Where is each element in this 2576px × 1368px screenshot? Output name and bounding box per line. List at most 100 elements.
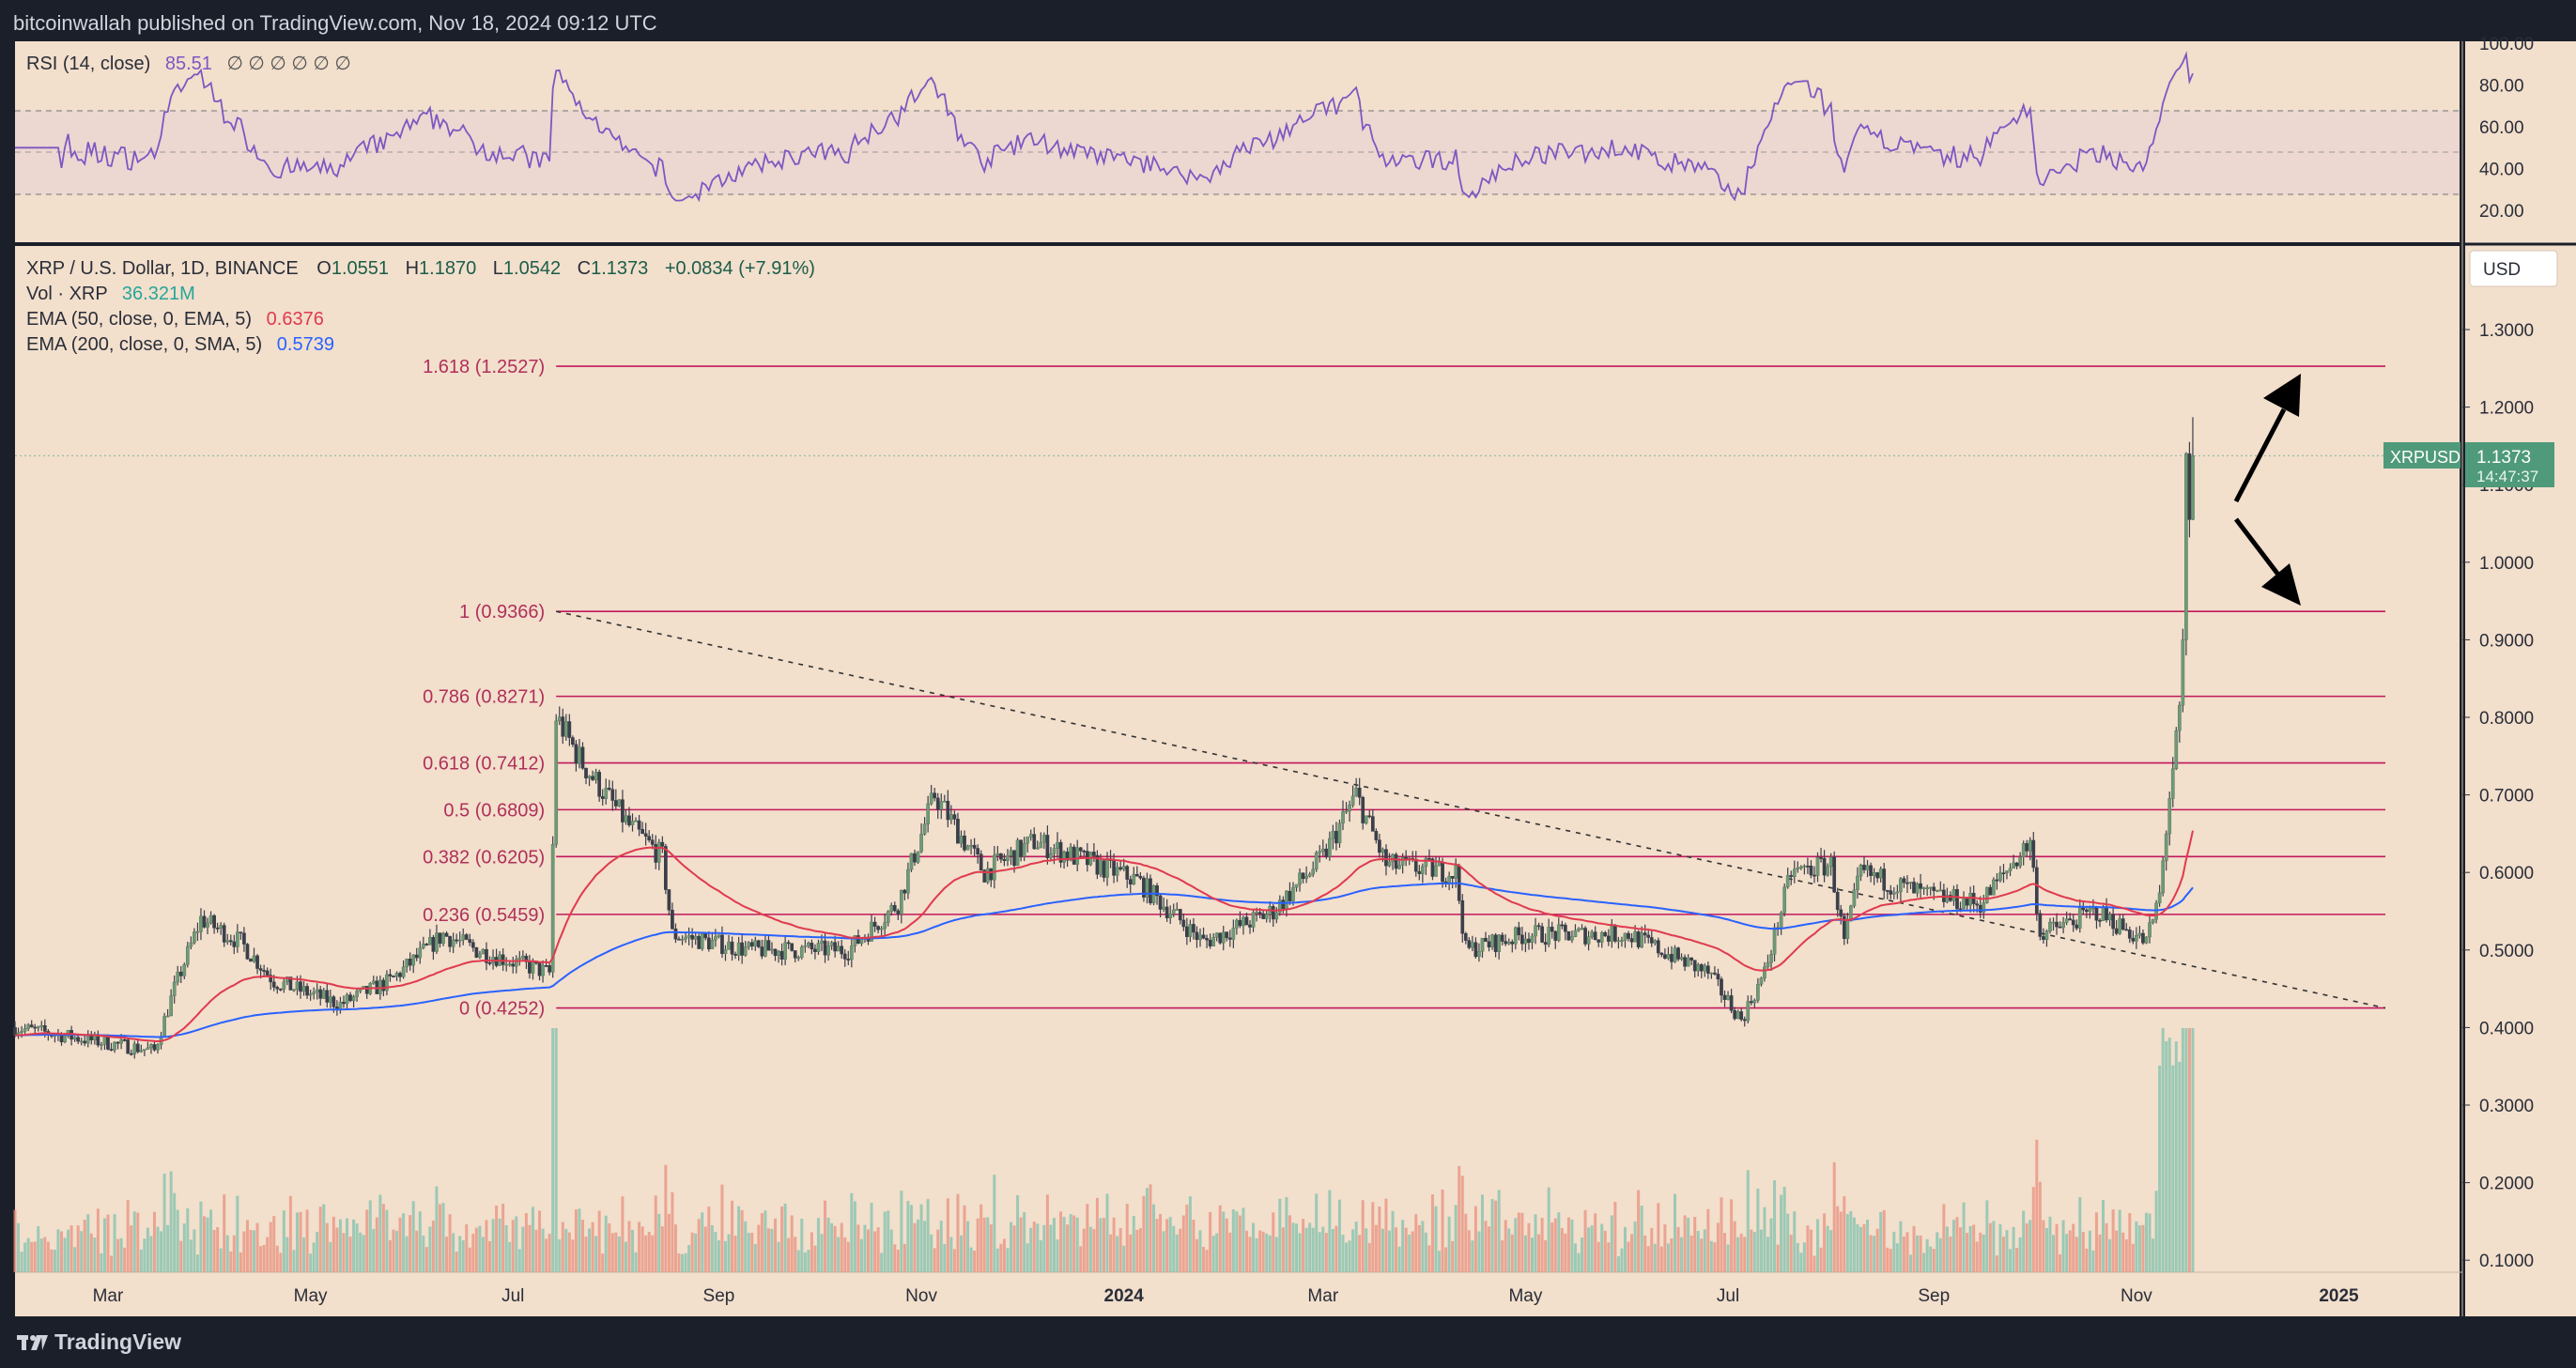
candle-body xyxy=(2038,913,2043,937)
candle-body xyxy=(723,949,728,954)
volume-bar xyxy=(2161,1028,2165,1272)
volume-bar xyxy=(269,1222,272,1272)
volume-bar xyxy=(1045,1194,1049,1272)
tradingview-logo[interactable]: TradingView xyxy=(17,1330,181,1355)
candle-body xyxy=(1510,941,1515,945)
price-axis-ticks: 1.30001.20001.10001.00000.90000.80000.70… xyxy=(2462,321,2534,1271)
volume-bar xyxy=(707,1207,711,1272)
candle-body xyxy=(1815,857,1820,876)
candle-body xyxy=(2161,860,2166,894)
candle-body xyxy=(1324,848,1329,857)
candle-body xyxy=(1277,899,1282,914)
volume-bar xyxy=(1826,1225,1829,1272)
volume-bar xyxy=(528,1224,532,1272)
candle-body xyxy=(2184,453,2188,640)
projection-arrow-down[interactable] xyxy=(2234,517,2301,606)
volume-bar xyxy=(83,1219,86,1272)
volume-bar xyxy=(1925,1238,1929,1272)
candle-body xyxy=(1653,940,1658,944)
volume-bar xyxy=(2091,1250,2095,1272)
candle-body xyxy=(388,974,393,976)
candle-body xyxy=(342,1001,346,1005)
candle-body xyxy=(1337,822,1342,844)
volume-bar xyxy=(1908,1254,1912,1272)
candle-body xyxy=(1859,865,1863,877)
candle-body xyxy=(332,996,336,1007)
candle-body xyxy=(1367,815,1372,818)
volume-bar xyxy=(833,1225,837,1272)
volume-bar xyxy=(1743,1237,1747,1272)
volume-bar xyxy=(422,1235,425,1272)
candle-body xyxy=(1205,938,1209,941)
candle-body xyxy=(398,973,402,977)
candle-body xyxy=(1679,957,1684,960)
candle-body xyxy=(2001,872,2006,875)
candle-body xyxy=(1742,1019,1747,1022)
candle-body xyxy=(2144,936,2149,944)
volume-bar xyxy=(956,1193,960,1272)
legend-main: XRP / U.S. Dollar, 1D, BINANCE O1.0551 H… xyxy=(26,258,815,279)
volume-bar xyxy=(1992,1221,1996,1272)
fib-retracement[interactable]: 1.618 (1.2527) 1 (0.9366) 0.786 (0.8271) 0.… xyxy=(423,357,2385,1020)
volume-bar xyxy=(657,1213,661,1272)
volume-bar xyxy=(1796,1242,1799,1272)
volume-bar xyxy=(744,1221,748,1272)
chart-canvas[interactable]: 100.00 80.00 60.00 40.00 20.00 RSI (14, clos… xyxy=(0,0,2576,1316)
volume-bar xyxy=(275,1245,279,1272)
volume-bar xyxy=(1773,1180,1777,1272)
volume-bar xyxy=(1696,1231,1700,1272)
volume-bar xyxy=(1118,1228,1122,1272)
volume-bar xyxy=(824,1200,827,1272)
volume-bar xyxy=(106,1214,110,1272)
candle-body xyxy=(1069,846,1072,861)
descending-trendline[interactable] xyxy=(556,610,2386,1009)
candle-body xyxy=(2187,453,2192,520)
candle-body xyxy=(129,1053,133,1055)
candle-body xyxy=(627,815,631,825)
volume-bar xyxy=(807,1250,810,1272)
volume-bar xyxy=(2048,1216,2052,1272)
candle-body xyxy=(135,1043,140,1053)
candle-body xyxy=(939,801,944,810)
volume-bar xyxy=(703,1226,707,1272)
volume-bar xyxy=(1218,1205,1222,1272)
volume-bar xyxy=(2184,1028,2188,1272)
candle-body xyxy=(521,955,525,959)
volume-bar xyxy=(1374,1224,1378,1272)
candle-body xyxy=(1613,925,1617,942)
price-label-countdown: 14:47:37 xyxy=(2476,468,2538,485)
candle-body xyxy=(1473,942,1478,958)
volume-bar xyxy=(2158,1066,2162,1272)
candle-body xyxy=(1434,865,1438,877)
candle-body xyxy=(591,776,594,780)
volume-bar xyxy=(1381,1228,1384,1272)
volume-bar xyxy=(1427,1245,1431,1272)
legend-title: XRP / U.S. Dollar, 1D, BINANCE xyxy=(26,258,299,279)
candle-body xyxy=(1692,960,1697,972)
projection-arrow-up[interactable] xyxy=(2233,374,2301,503)
candle-body xyxy=(2018,856,2022,867)
volume-bar xyxy=(816,1218,820,1272)
volume-bar xyxy=(2018,1237,2022,1272)
volume-bar xyxy=(255,1222,259,1272)
candle-body xyxy=(578,746,581,764)
candle-body xyxy=(1208,939,1212,946)
candle-body xyxy=(182,964,187,976)
candle-body xyxy=(1463,932,1468,941)
volume-bar xyxy=(1750,1229,1753,1272)
volume-bar xyxy=(601,1253,605,1272)
volume-bar xyxy=(1023,1212,1026,1272)
volume-bar xyxy=(1417,1224,1421,1272)
candle-body xyxy=(2031,839,2036,868)
candle-body xyxy=(315,989,319,992)
volume-bar xyxy=(1630,1234,1634,1272)
volume-bar xyxy=(318,1207,322,1272)
volume-bar xyxy=(2078,1196,2082,1272)
volume-bar xyxy=(880,1253,884,1272)
volume-bar xyxy=(1547,1187,1550,1272)
volume-bar xyxy=(1188,1196,1192,1272)
ema200-line xyxy=(14,882,2194,1038)
currency-button[interactable]: USD xyxy=(2469,250,2558,287)
candle-body xyxy=(2071,919,2075,926)
fib-level-label: 0.618 (0.7412) xyxy=(423,754,545,775)
